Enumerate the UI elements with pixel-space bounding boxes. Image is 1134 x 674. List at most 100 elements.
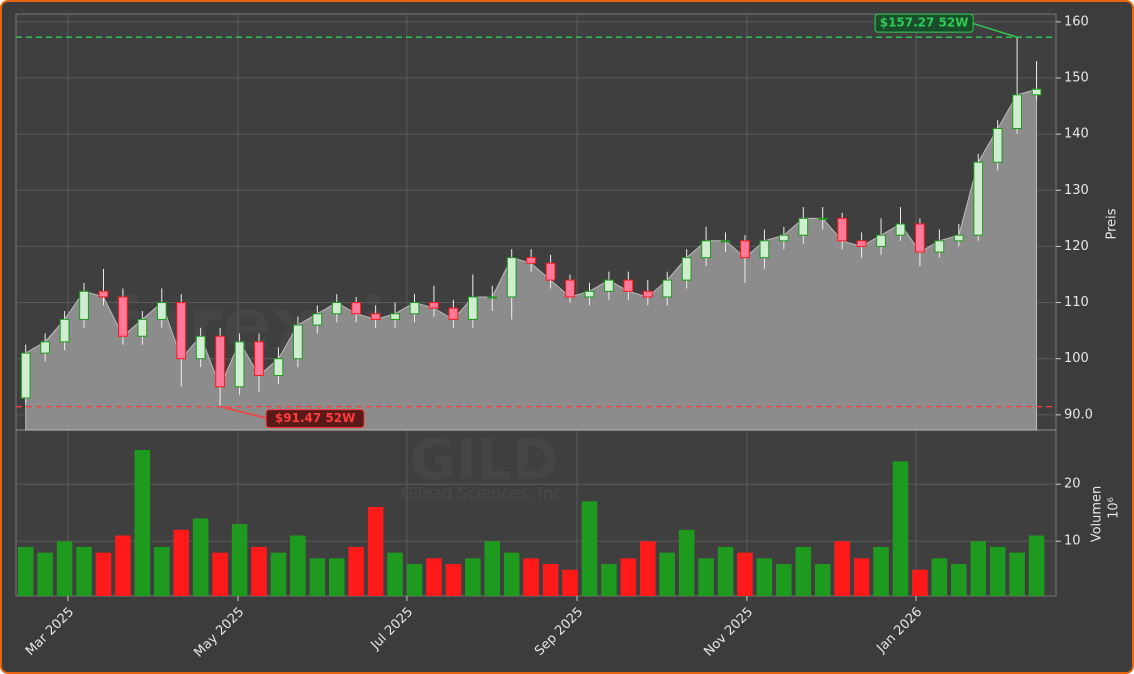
volume-bar: [1028, 535, 1045, 596]
volume-bar: [523, 558, 539, 596]
volume-bar: [1009, 552, 1025, 596]
candle-body: [545, 262, 556, 281]
candle-body: [79, 290, 89, 320]
volume-bar: [659, 552, 675, 596]
candle-body: [292, 324, 303, 360]
volume-bar: [212, 552, 228, 596]
y-axis-label: Preis: [1105, 208, 1120, 239]
candle-body: [623, 279, 634, 292]
volume-bar: [503, 552, 520, 596]
candle-body: [59, 318, 70, 343]
candle-body: [506, 257, 517, 298]
volume-bar: [892, 461, 909, 596]
volume-axis-label: Volumen: [1090, 486, 1105, 543]
volume-bar: [445, 564, 462, 596]
volume-bar: [328, 558, 345, 596]
x-tick-label: Nov 2025: [701, 605, 756, 660]
volume-bar: [717, 546, 734, 596]
volume-bar: [814, 564, 831, 596]
volume-bar: [931, 558, 948, 596]
volume-bar: [698, 558, 714, 596]
volume-bar: [426, 558, 442, 596]
volume-bar: [795, 546, 812, 596]
y-tick-label: 150: [1064, 71, 1089, 86]
volume-bar: [542, 564, 559, 596]
volume-bar: [154, 546, 170, 596]
candle-body: [448, 307, 459, 320]
volume-bar: [640, 541, 656, 596]
volume-bar: [251, 546, 267, 596]
candle-body: [876, 234, 886, 247]
annotation-box: [874, 13, 974, 33]
annotation-box: [265, 409, 365, 429]
volume-bar: [270, 552, 287, 596]
candle-body: [837, 217, 848, 242]
y-tick-label: 130: [1064, 183, 1089, 198]
volume-bar: [989, 546, 1006, 596]
volume-bar: [737, 552, 753, 596]
candle-body: [604, 279, 614, 292]
candle-body: [701, 240, 711, 259]
y-tick-label: 120: [1064, 239, 1089, 254]
x-tick-label: Jan 2026: [874, 605, 926, 657]
candle-body: [973, 161, 984, 236]
candle-body: [234, 341, 245, 388]
volume-bar: [853, 558, 870, 596]
x-tick-label: Jul 2025: [368, 605, 417, 654]
candle-body: [565, 279, 575, 298]
volume-bar: [562, 569, 578, 596]
candle-body: [215, 335, 225, 388]
volume-bar: [290, 535, 306, 596]
volume-bar: [465, 558, 481, 596]
candle-body: [642, 290, 653, 298]
volume-bar: [192, 518, 209, 596]
volume-bar: [115, 535, 131, 596]
volume-bar: [95, 552, 112, 596]
candle-body: [40, 341, 51, 354]
volume-bar: [173, 529, 190, 596]
candle-body: [312, 313, 323, 326]
candle-body: [254, 341, 264, 377]
volume-bar: [17, 546, 34, 596]
volume-bar: [756, 558, 773, 596]
volume-bar: [406, 564, 423, 596]
volume-bar: [56, 541, 73, 596]
volume-bar: [776, 564, 792, 596]
symbol-watermark: GILD: [410, 428, 559, 493]
candle-body: [798, 217, 809, 236]
candle-body: [370, 313, 381, 320]
y-tick-label: 140: [1064, 127, 1089, 142]
y-tick-label: 100: [1064, 351, 1089, 366]
volume-bar: [601, 564, 617, 596]
candle-body: [429, 302, 439, 309]
candle-body: [992, 128, 1003, 163]
candle-body: [778, 234, 789, 242]
annotation-label: $91.47 52W: [275, 411, 355, 425]
candle-body: [351, 302, 362, 315]
candle-body: [467, 296, 478, 320]
candle-body: [895, 223, 906, 236]
volume-bar: [620, 558, 637, 596]
candle-body: [156, 302, 167, 320]
x-tick-label: Sep 2025: [532, 605, 586, 659]
candle-body: [20, 352, 31, 399]
candle-body: [934, 240, 945, 253]
volume-tick-label: 20: [1064, 477, 1081, 492]
volume-bar: [134, 449, 151, 596]
candle-body: [740, 240, 750, 259]
y-tick-label: 160: [1064, 14, 1089, 29]
annotation-arrow: [219, 405, 269, 420]
candle-body: [137, 318, 148, 337]
volume-bar: [678, 529, 695, 596]
volume-bar: [387, 552, 403, 596]
candle-body: [195, 335, 206, 360]
volume-bar: [484, 541, 501, 596]
volume-unit: 10⁶: [1107, 497, 1122, 519]
volume-bar: [951, 564, 967, 596]
volume-bar: [581, 501, 598, 596]
candle-body: [1012, 94, 1022, 130]
volume-bar: [309, 558, 326, 596]
candle-body: [817, 217, 828, 220]
